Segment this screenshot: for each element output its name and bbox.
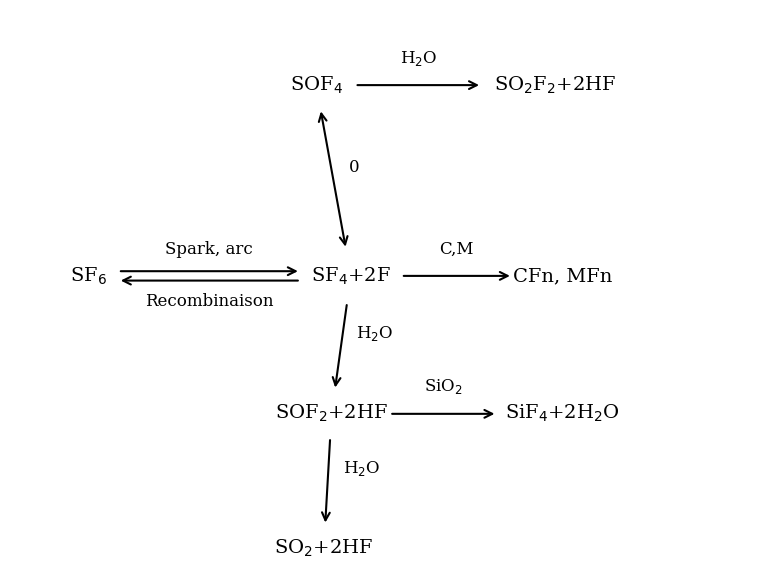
Text: SO$_2$+2HF: SO$_2$+2HF — [274, 538, 373, 559]
Text: SO$_2$F$_2$+2HF: SO$_2$F$_2$+2HF — [494, 75, 616, 96]
Text: SiO$_2$: SiO$_2$ — [424, 377, 463, 396]
Text: Recombinaison: Recombinaison — [145, 294, 274, 311]
Text: C,M: C,M — [439, 241, 474, 258]
Text: H$_2$O: H$_2$O — [356, 325, 393, 343]
Text: H$_2$O: H$_2$O — [343, 460, 380, 478]
Text: Spark, arc: Spark, arc — [166, 241, 253, 258]
Text: CFn, MFn: CFn, MFn — [513, 267, 612, 285]
Text: SF$_6$: SF$_6$ — [70, 265, 107, 286]
Text: SOF$_2$+2HF: SOF$_2$+2HF — [275, 403, 388, 424]
Text: H$_2$O: H$_2$O — [399, 49, 437, 68]
Text: SOF$_4$: SOF$_4$ — [290, 75, 342, 96]
Text: SiF$_4$+2H$_2$O: SiF$_4$+2H$_2$O — [506, 403, 620, 424]
Text: SF$_4$+2F: SF$_4$+2F — [311, 265, 391, 286]
Text: 0: 0 — [348, 159, 359, 176]
